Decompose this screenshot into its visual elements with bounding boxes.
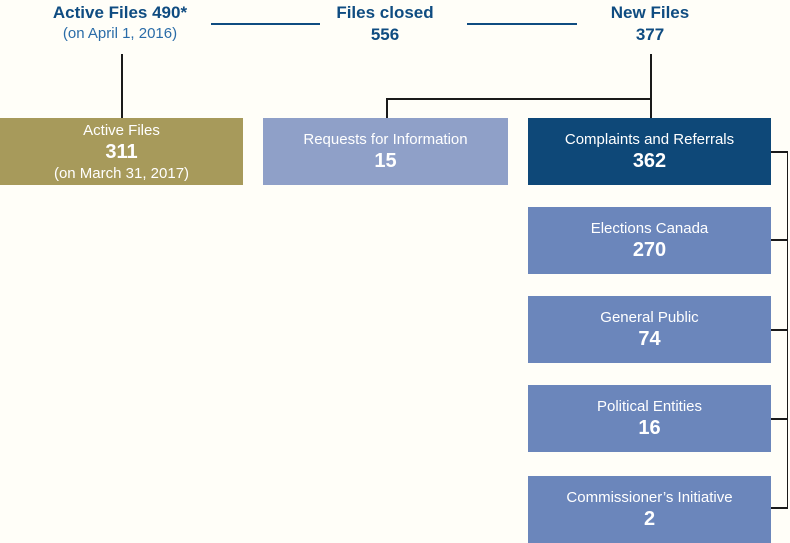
box-commissioners-initiative-label: Commissioner’s Initiative (566, 489, 733, 506)
connector-new-files-branch-horizontal (386, 98, 652, 100)
box-commissioners-initiative: Commissioner’s Initiative 2 (528, 476, 771, 543)
box-active-files-note: (on March 31, 2017) (53, 164, 190, 182)
header-new-files-value: 377 (635, 25, 665, 44)
header-new-files: New Files 377 (540, 2, 760, 46)
box-elections-canada-label: Elections Canada (590, 220, 709, 237)
header-active-files-title: Active Files 490* (52, 3, 188, 22)
box-commissioners-initiative-value: 2 (643, 508, 656, 530)
box-political-entities-label: Political Entities (596, 398, 703, 415)
box-requests-for-information-label: Requests for Information (303, 131, 468, 148)
header-files-closed-value: 556 (370, 25, 400, 44)
box-complaints-and-referrals-value: 362 (632, 150, 667, 172)
bracket-branch-general-public (771, 329, 788, 331)
box-general-public: General Public 74 (528, 296, 771, 363)
box-political-entities: Political Entities 16 (528, 385, 771, 452)
connector-requests-stub-vertical (386, 98, 388, 118)
bracket-branch-elections-canada (771, 239, 788, 241)
bracket-branch-complaints (771, 151, 788, 153)
box-active-files: Active Files 311 (on March 31, 2017) (0, 118, 243, 185)
box-political-entities-value: 16 (638, 417, 661, 439)
box-requests-for-information: Requests for Information 15 (263, 118, 508, 185)
box-complaints-and-referrals-label: Complaints and Referrals (564, 131, 735, 148)
box-active-files-label: Active Files (83, 121, 160, 139)
box-requests-for-information-value: 15 (374, 150, 397, 172)
header-files-closed: Files closed 556 (275, 2, 495, 46)
header-separator-right (467, 23, 577, 25)
header-new-files-title: New Files (610, 3, 690, 22)
header-files-closed-title: Files closed (336, 3, 434, 22)
header-separator-left (211, 23, 320, 25)
box-general-public-value: 74 (638, 328, 661, 350)
box-elections-canada: Elections Canada 270 (528, 207, 771, 274)
bracket-branch-commissioners-initiative (771, 507, 788, 509)
box-elections-canada-value: 270 (632, 239, 667, 261)
connector-new-files-vertical (650, 54, 652, 118)
bracket-branch-political-entities (771, 418, 788, 420)
box-complaints-and-referrals: Complaints and Referrals 362 (528, 118, 771, 185)
box-general-public-label: General Public (600, 309, 699, 326)
connector-active-files-vertical (121, 54, 123, 118)
box-active-files-value: 311 (105, 140, 138, 163)
header-active-files: Active Files 490* (on April 1, 2016) (10, 2, 230, 44)
header-active-files-subtitle: (on April 1, 2016) (62, 25, 178, 42)
